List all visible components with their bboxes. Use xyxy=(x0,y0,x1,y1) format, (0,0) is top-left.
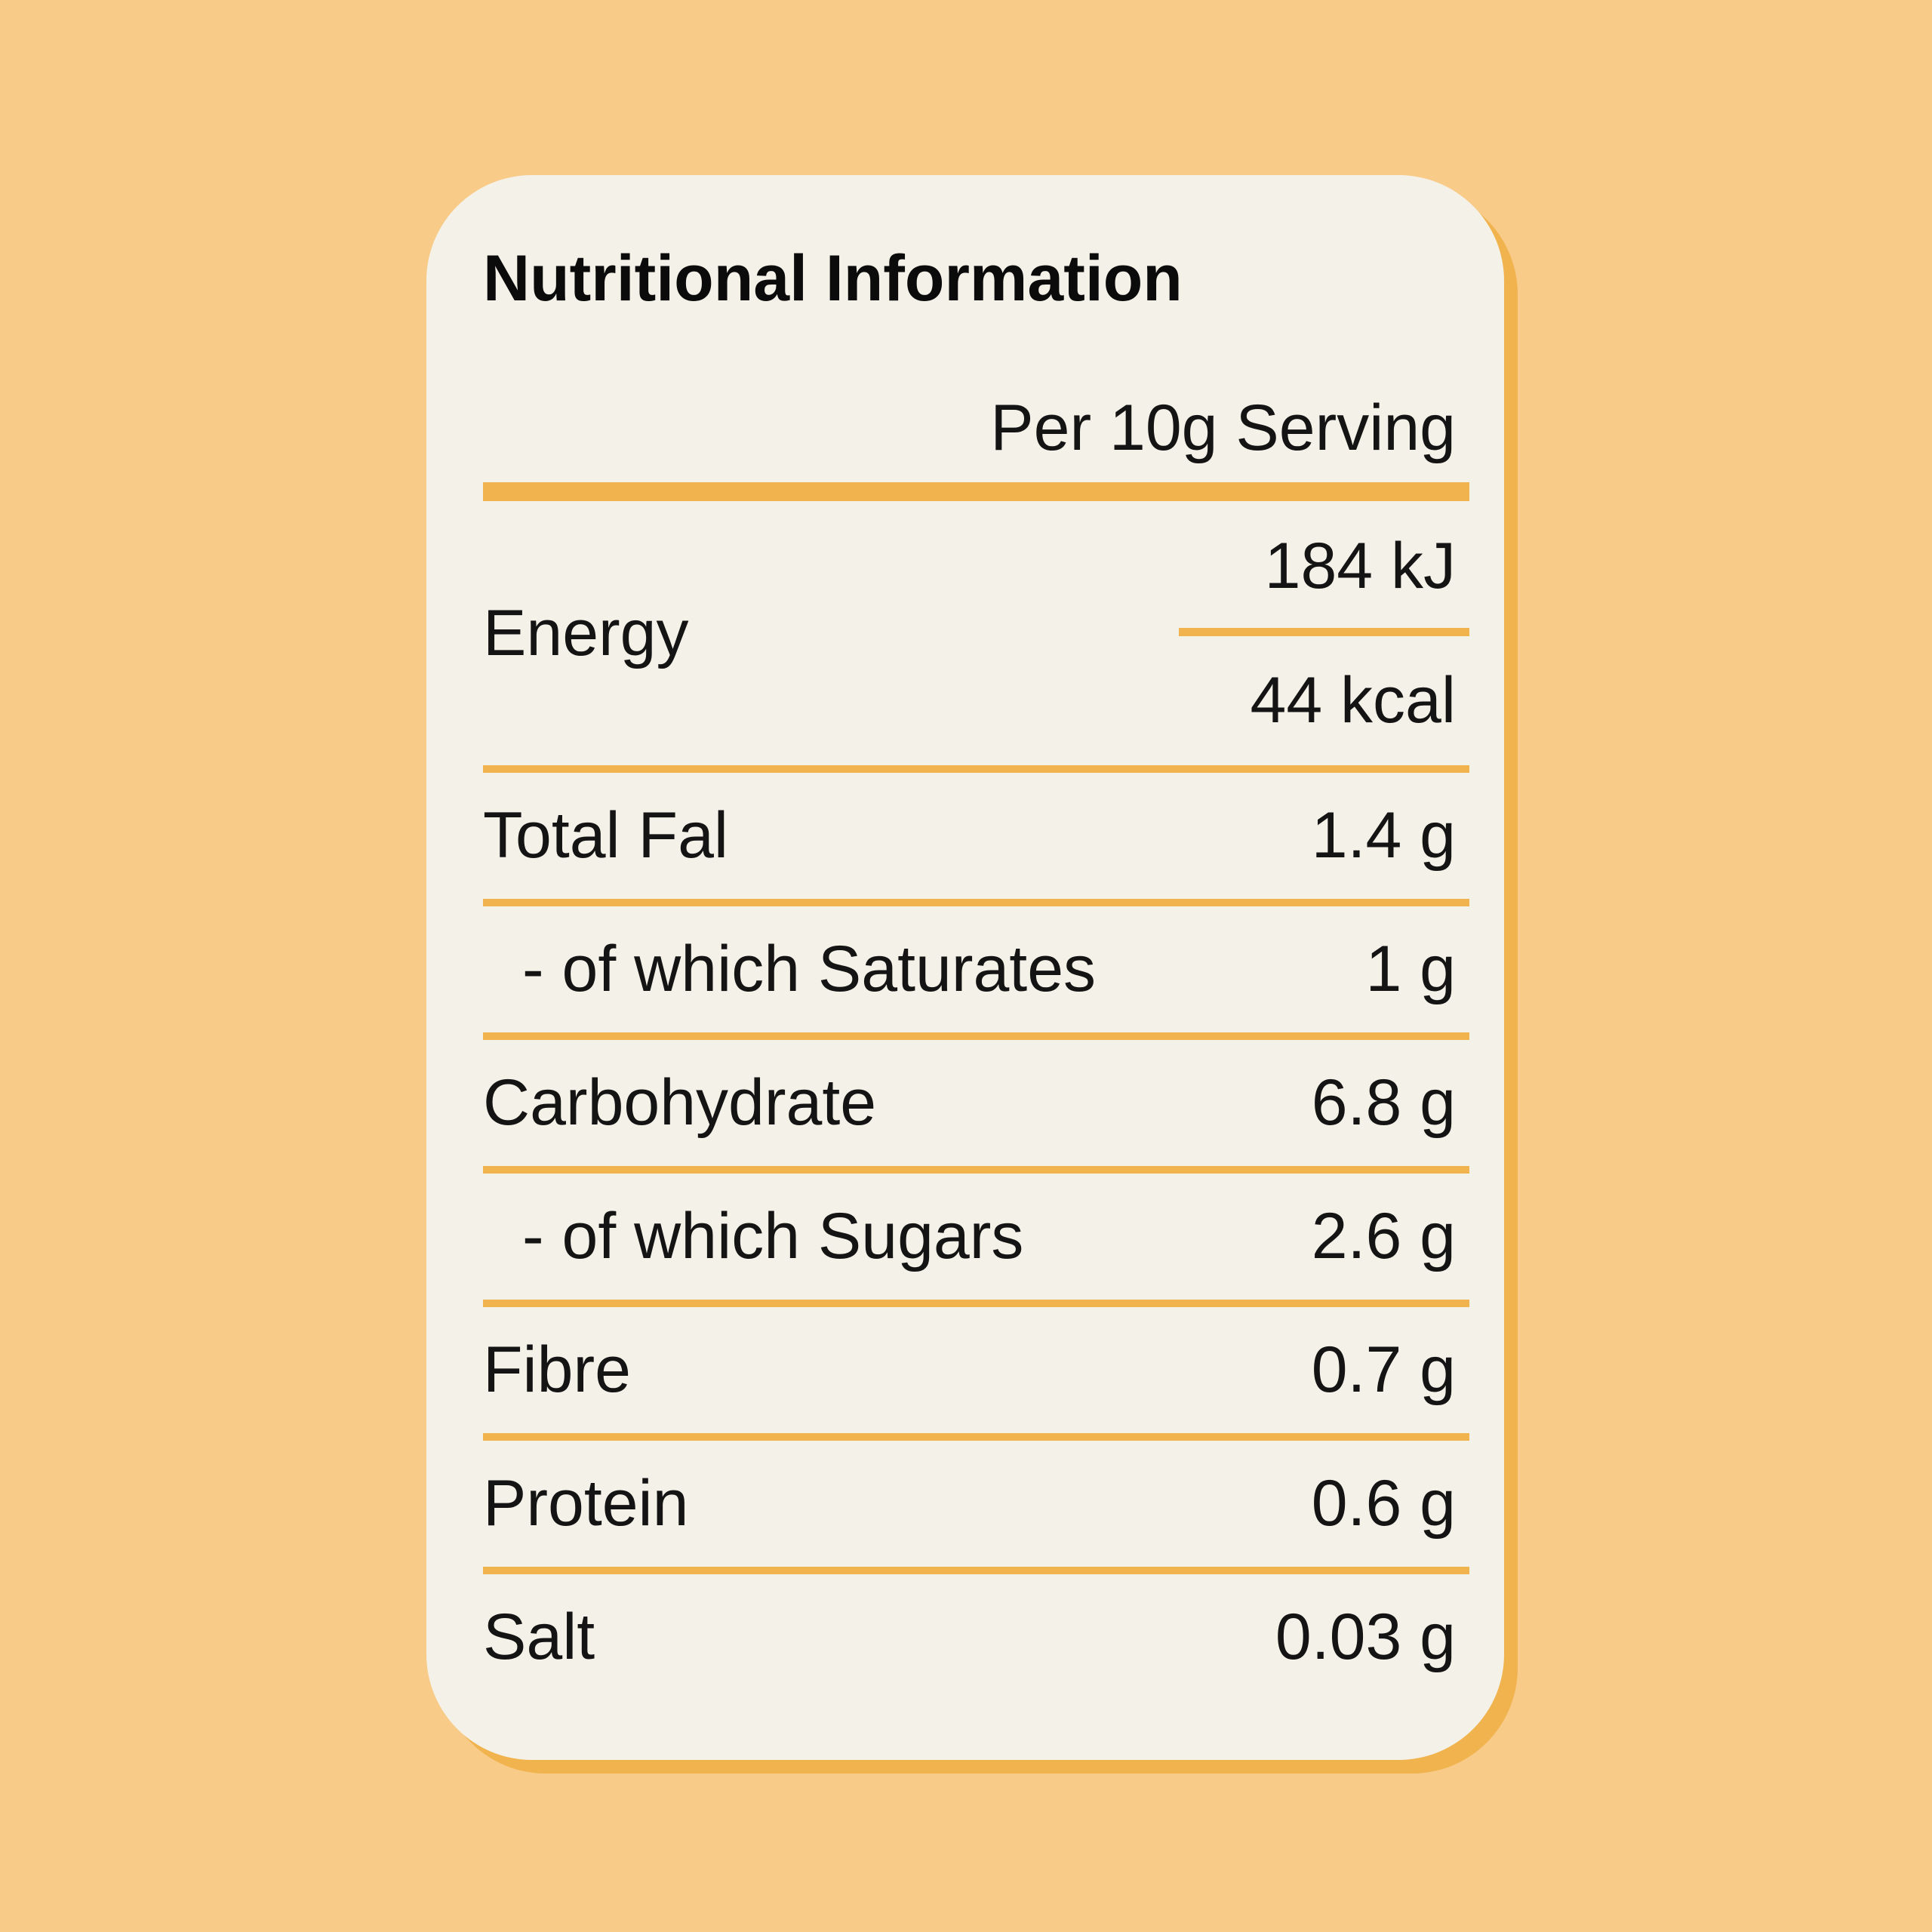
nutrient-value: 1 g xyxy=(1365,933,1456,1006)
nutrient-label: Carbohydrate xyxy=(483,1066,877,1140)
energy-values: 184 kJ 44 kcal xyxy=(1179,528,1469,740)
nutrient-row-total-fat: Total Fal 1.4 g xyxy=(483,773,1469,899)
nutrient-value: 2.6 g xyxy=(1311,1200,1456,1273)
nutrient-value: 1.4 g xyxy=(1311,799,1456,872)
nutrient-label: Total Fal xyxy=(483,799,729,872)
nutrient-value: 0.6 g xyxy=(1311,1467,1456,1540)
row-divider xyxy=(483,1433,1469,1441)
energy-kilojoules-value: 184 kJ xyxy=(1264,529,1456,602)
header-thick-divider xyxy=(483,482,1469,502)
energy-kilocalories-value: 44 kcal xyxy=(1250,663,1457,737)
nutrient-row-salt: Salt 0.03 g xyxy=(483,1574,1469,1700)
row-divider xyxy=(483,765,1469,774)
nutrient-row-sugars: - of which Sugars 2.6 g xyxy=(483,1174,1469,1300)
nutrient-row-carbohydrate: Carbohydrate 6.8 g xyxy=(483,1040,1469,1166)
row-divider xyxy=(483,1032,1469,1041)
nutrient-label: - of which Sugars xyxy=(522,1200,1024,1273)
nutrient-row-fibre: Fibre 0.7 g xyxy=(483,1307,1469,1433)
nutrient-label: Salt xyxy=(483,1601,595,1674)
nutrient-label: Fibre xyxy=(483,1334,631,1407)
nutrition-label-card: Nutritional Information Per 10g Serving … xyxy=(426,175,1504,1760)
nutrient-value: 0.7 g xyxy=(1311,1334,1456,1407)
nutrient-label: - of which Saturates xyxy=(522,933,1097,1006)
row-divider xyxy=(483,1300,1469,1308)
energy-sub-divider xyxy=(1179,627,1469,636)
row-divider xyxy=(483,1166,1469,1174)
nutrient-value: 6.8 g xyxy=(1311,1066,1456,1140)
serving-size-header: Per 10g Serving xyxy=(990,392,1456,465)
nutrient-row-saturates: - of which Saturates 1 g xyxy=(483,906,1469,1032)
energy-row: Energy 184 kJ 44 kcal xyxy=(483,501,1469,765)
nutrient-label: Protein xyxy=(483,1467,689,1540)
row-divider xyxy=(483,899,1469,907)
nutrition-card-title: Nutritional Information xyxy=(483,242,1183,315)
nutrient-row-protein: Protein 0.6 g xyxy=(483,1441,1469,1567)
row-divider xyxy=(483,1567,1469,1575)
energy-label: Energy xyxy=(483,596,689,669)
nutrient-value: 0.03 g xyxy=(1275,1601,1456,1674)
